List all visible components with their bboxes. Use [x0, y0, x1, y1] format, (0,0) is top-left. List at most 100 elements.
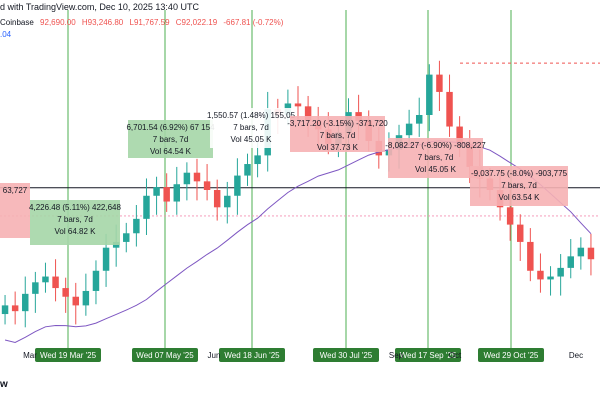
annotation-bg [470, 166, 568, 206]
candle [123, 222, 130, 253]
candle [11, 291, 19, 325]
x-axis-label: Jun [208, 351, 221, 360]
candle [153, 176, 160, 215]
candle [133, 205, 140, 247]
annotation-bg [210, 108, 292, 148]
chart-header: d with TradingView.com, Dec 10, 2025 13:… [0, 0, 600, 40]
candle-body [456, 126, 463, 144]
candle [294, 86, 302, 120]
candle-body [102, 247, 110, 271]
candle [1, 295, 9, 325]
candle [567, 239, 574, 279]
candle-body [506, 207, 514, 225]
date-tag-label: Wed 18 Jun '25 [224, 351, 280, 360]
candle-body [567, 256, 574, 268]
candle [436, 60, 443, 111]
candle [32, 271, 39, 313]
candle [72, 282, 79, 325]
moving-average-line [4, 140, 592, 344]
candle-body [446, 91, 453, 127]
candle-body [173, 184, 181, 202]
candle-body [62, 288, 69, 297]
candle [163, 173, 170, 212]
candle [547, 266, 554, 296]
candle-body [547, 276, 554, 280]
candle [203, 164, 211, 201]
annotation-bg [388, 138, 483, 178]
open-value: 92,690.00 [40, 18, 76, 27]
close-value: C92,022.19 [175, 18, 218, 27]
annotation-text-line2: 7 bars, 7d [501, 181, 537, 190]
candle-body [82, 290, 90, 306]
date-tag-bg [313, 348, 379, 362]
annotation-text-line2: 7 bars, 7d [320, 131, 356, 140]
candle [52, 259, 59, 302]
date-tags: Wed 19 Mar '25 Wed 07 May '25 Wed 18 Jun '… [35, 348, 544, 362]
candle-body [203, 181, 211, 190]
x-axis-label: Mar [23, 351, 37, 360]
candle-body [587, 247, 595, 260]
candle [426, 64, 433, 132]
candle [577, 237, 585, 270]
annotation-text-line2: 7 bars, 7d [418, 153, 454, 162]
candle [62, 277, 69, 313]
date-tag-label: Wed 29 Oct '25 [484, 351, 539, 360]
candle [527, 228, 534, 282]
chart-title: d with TradingView.com, Dec 10, 2025 13:… [0, 2, 199, 12]
ohlc-readout: Coinbase 92,690.00 H93,246.80 L91,767.59… [0, 18, 287, 27]
candle [537, 253, 544, 293]
candle-body [123, 233, 130, 242]
high-value: H93,246.80 [81, 18, 124, 27]
candle-body [294, 103, 302, 107]
candle-body [52, 276, 59, 289]
annotation-text-line3: Vol 63.54 K [499, 193, 541, 202]
candle [244, 153, 251, 186]
annotation-box: 4,226.48 (5.11%) 422,648 7 bars, 7d Vol 64… [29, 200, 122, 245]
candle [415, 97, 423, 137]
candle [42, 262, 49, 293]
weekly-vertical-lines [67, 10, 512, 362]
candle-body [183, 172, 191, 185]
annotation-text-line1: -8,082.27 (-6.90%) -808,227 [385, 141, 486, 150]
candle-body [143, 195, 150, 219]
annotation-text-line3: Vol 45.05 K [415, 165, 457, 174]
annotation-text-line2: 7 bars, 7d [153, 135, 189, 144]
annotation-box: -3,717.20 (-3.15%) -371,720 7 bars, 7d Vol… [287, 116, 388, 152]
annotation-text-line1: -9,037.75 (-8.0%) -903,775 [471, 169, 568, 178]
date-tag-label: Wed 19 Mar '25 [40, 351, 97, 360]
tradingview-logo-fragment: w [0, 379, 8, 390]
candle [173, 166, 181, 215]
candle-body [254, 155, 261, 165]
date-tag-bg [132, 348, 198, 362]
candle [557, 254, 564, 296]
candle-body [527, 241, 534, 271]
candle-body [1, 305, 9, 315]
annotation-box: 63,727 [0, 183, 30, 238]
annotation-text-line3: Vol 37.73 K [317, 143, 359, 152]
candle [213, 179, 221, 221]
date-tag: Wed 29 Oct '25 [478, 348, 544, 362]
date-tag-bg [219, 348, 285, 362]
indicator-value: .04 [0, 30, 12, 39]
candle-body [72, 296, 79, 306]
candle [517, 214, 524, 261]
x-axis-labels: Mar Jun Sep Oct Dec [23, 351, 583, 360]
candle-body [426, 74, 433, 115]
annotation-text-line1: 63,727 [3, 186, 28, 195]
candle [234, 158, 241, 215]
candle [183, 162, 191, 201]
annotation-text-line3: Vol 64.82 K [55, 227, 97, 236]
candle [22, 276, 29, 328]
x-axis-label: Dec [569, 351, 583, 360]
date-tag: Wed 17 Sep '25 [395, 348, 461, 362]
candle-body [244, 164, 251, 176]
annotation-text-line1: 4,226.48 (5.11%) 422,648 [29, 203, 121, 212]
candle-body [42, 276, 49, 283]
candle [587, 233, 595, 276]
candle [92, 260, 100, 305]
annotation-bg [30, 200, 120, 245]
date-tag-bg [35, 348, 101, 362]
